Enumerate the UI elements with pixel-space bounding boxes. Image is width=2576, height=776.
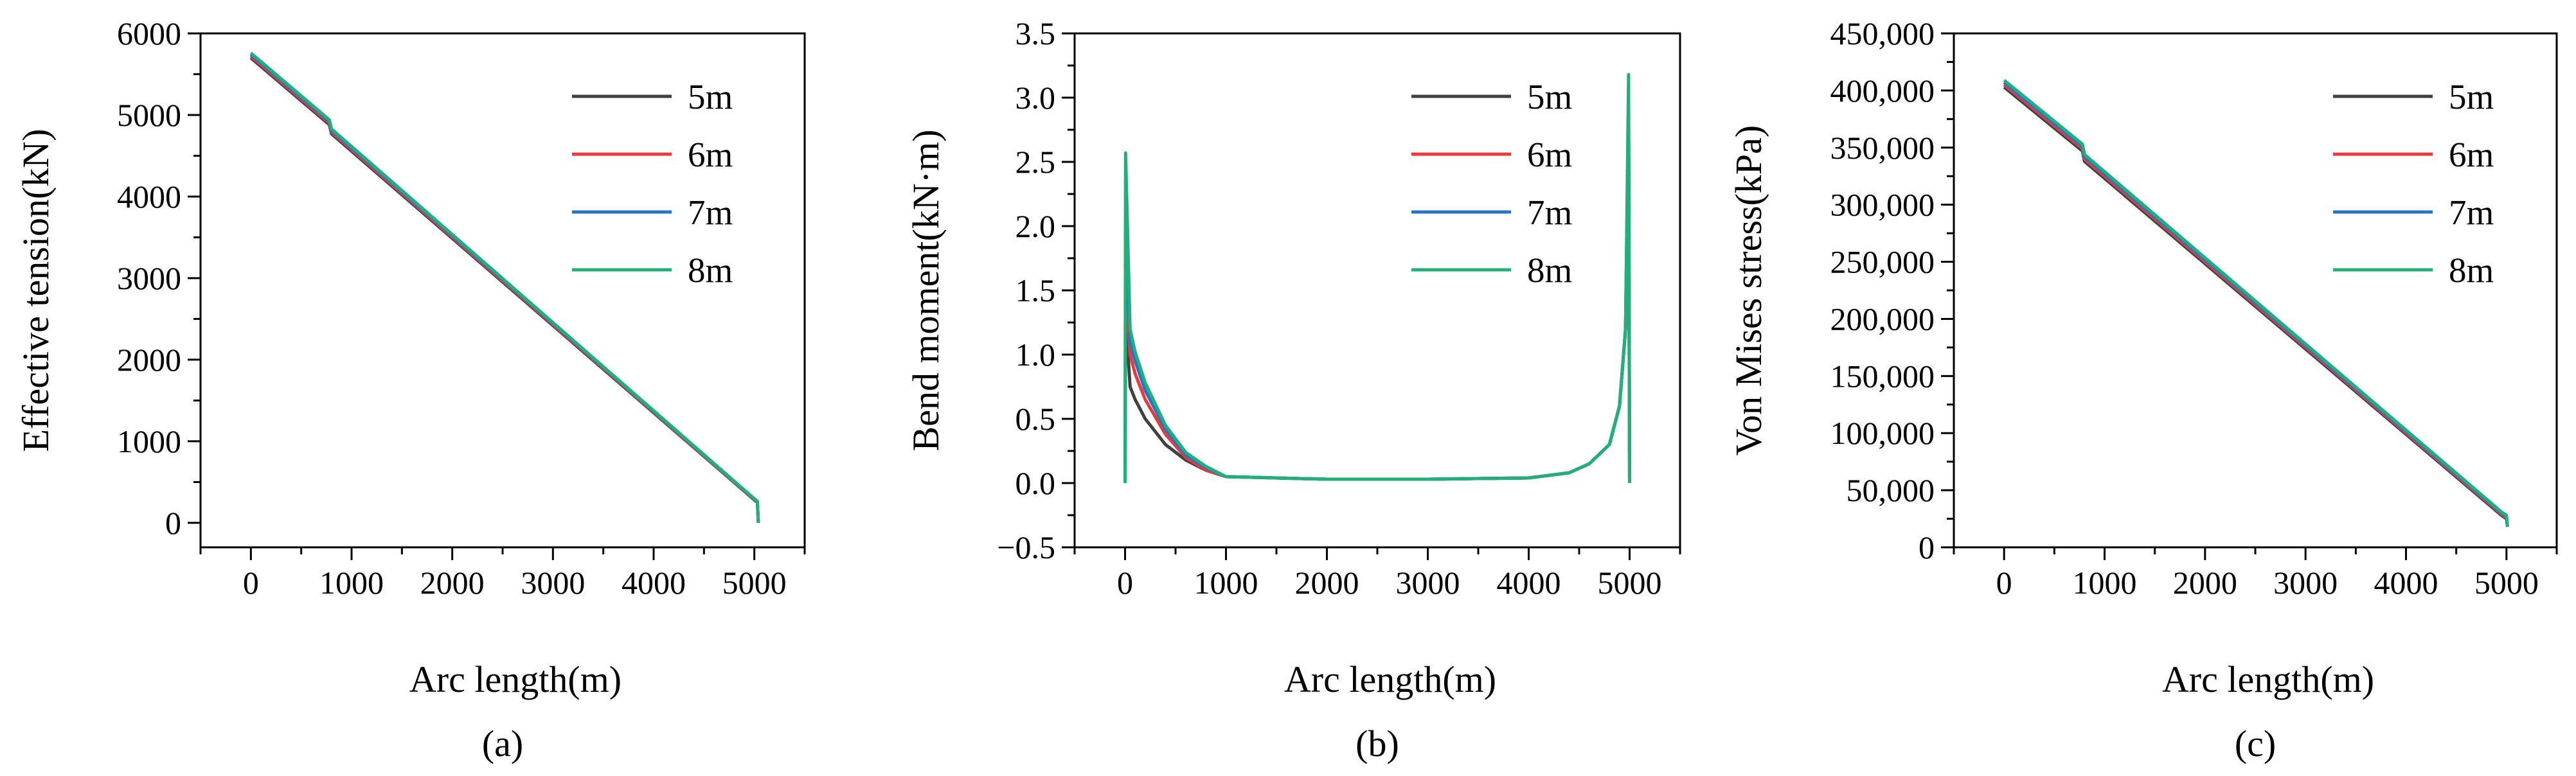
y-tick-label: 100,000 (1830, 415, 1935, 451)
y-tick-label: 2.0 (1015, 208, 1056, 244)
y-tick-label: 50,000 (1847, 472, 1935, 508)
x-tick-label: 4000 (622, 565, 686, 601)
legend-label-5m: 5m (2449, 77, 2494, 116)
y-axis-label: Von Mises stress(kPa) (1728, 125, 1769, 456)
legend-label-5m: 5m (1527, 77, 1572, 116)
y-tick-label: 2.5 (1015, 144, 1056, 180)
legend-label-7m: 7m (2449, 193, 2494, 232)
y-tick-label: 6000 (117, 15, 181, 51)
x-tick-label: 0 (243, 565, 259, 601)
y-tick-label: 4000 (117, 179, 181, 215)
y-tick-label: 0 (165, 505, 181, 541)
chart-panel-2: 0 1000 2000 3000 4000 5000 −0.5 0.0 0.5 1.0 1.5 2.0… (905, 15, 1681, 764)
x-tick-label: 4000 (1497, 565, 1561, 601)
y-tick-label: 450,000 (1830, 15, 1935, 51)
y-tick-label: 400,000 (1830, 73, 1935, 109)
legend-label-5m: 5m (688, 77, 733, 116)
y-tick-label: 3.5 (1015, 15, 1056, 51)
y-tick-label: 300,000 (1830, 187, 1935, 223)
series-line-8m (249, 51, 760, 524)
x-tick-label: 1000 (1194, 565, 1258, 601)
x-tick-label: 2000 (420, 565, 485, 601)
y-tick-label: 350,000 (1830, 130, 1935, 166)
x-tick-label: 0 (1996, 565, 2012, 601)
legend-label-8m: 8m (688, 251, 733, 290)
panel-label: (a) (482, 723, 523, 764)
y-tick-label: 1.5 (1015, 272, 1056, 308)
legend-label-7m: 7m (688, 193, 733, 232)
y-tick-label: 2000 (117, 342, 181, 378)
y-axis-label: Effective tension(kN) (15, 128, 57, 452)
x-axis-label: Arc length(m) (409, 658, 622, 700)
y-tick-label: 1000 (117, 423, 181, 459)
series-line-6m (249, 55, 760, 524)
y-tick-label: 5000 (117, 97, 181, 133)
series-line-8m (2003, 78, 2509, 527)
y-tick-label: 0.0 (1015, 465, 1056, 501)
y-tick-label: 250,000 (1830, 244, 1935, 280)
series-line-5m (249, 57, 760, 524)
y-tick-label: 0 (1919, 529, 1935, 565)
x-tick-label: 3000 (521, 565, 585, 601)
legend-label-6m: 6m (2449, 135, 2494, 174)
x-tick-label: 0 (1117, 565, 1133, 601)
y-tick-label: −0.5 (997, 529, 1055, 565)
y-axis-label: Bend moment(kN·m) (905, 130, 947, 452)
series-line-7m (249, 53, 760, 524)
x-tick-label: 2000 (1295, 565, 1359, 601)
legend-label-6m: 6m (688, 135, 733, 174)
y-tick-label: 200,000 (1830, 301, 1935, 337)
plot-frame (1073, 32, 1681, 549)
chart-panel-3: 0 1000 2000 3000 4000 5000 0 50,000 100,000 150,0… (1728, 15, 2558, 764)
y-tick-label: 150,000 (1830, 358, 1935, 394)
series-line-5m (1123, 121, 1631, 484)
legend-label-7m: 7m (1527, 193, 1572, 232)
legend-label-8m: 8m (1527, 251, 1572, 290)
series-line-6m (2003, 84, 2509, 527)
x-axis-label: Arc length(m) (1284, 658, 1496, 700)
x-tick-label: 3000 (1396, 565, 1460, 601)
panel-label: (c) (2235, 723, 2276, 764)
y-tick-label: 3.0 (1015, 80, 1056, 116)
y-tick-label: 3000 (117, 260, 181, 296)
legend-label-8m: 8m (2449, 251, 2494, 290)
x-tick-label: 4000 (2374, 565, 2438, 601)
panel-label: (b) (1355, 723, 1399, 764)
x-tick-label: 5000 (2474, 565, 2539, 601)
chart-panel-1: 0 1000 2000 3000 4000 5000 0 1000 2000 3000 4000 50… (15, 15, 806, 764)
legend-label-6m: 6m (1527, 135, 1572, 174)
x-tick-label: 2000 (2173, 565, 2237, 601)
x-tick-label: 1000 (2073, 565, 2137, 601)
x-tick-label: 3000 (2273, 565, 2338, 601)
x-tick-label: 5000 (722, 565, 787, 601)
x-axis-label: Arc length(m) (2162, 658, 2374, 700)
x-tick-label: 1000 (319, 565, 384, 601)
series-line-8m (1123, 73, 1631, 484)
x-tick-label: 5000 (1598, 565, 1662, 601)
y-tick-label: 0.5 (1015, 401, 1056, 437)
y-tick-label: 1.0 (1015, 337, 1056, 373)
